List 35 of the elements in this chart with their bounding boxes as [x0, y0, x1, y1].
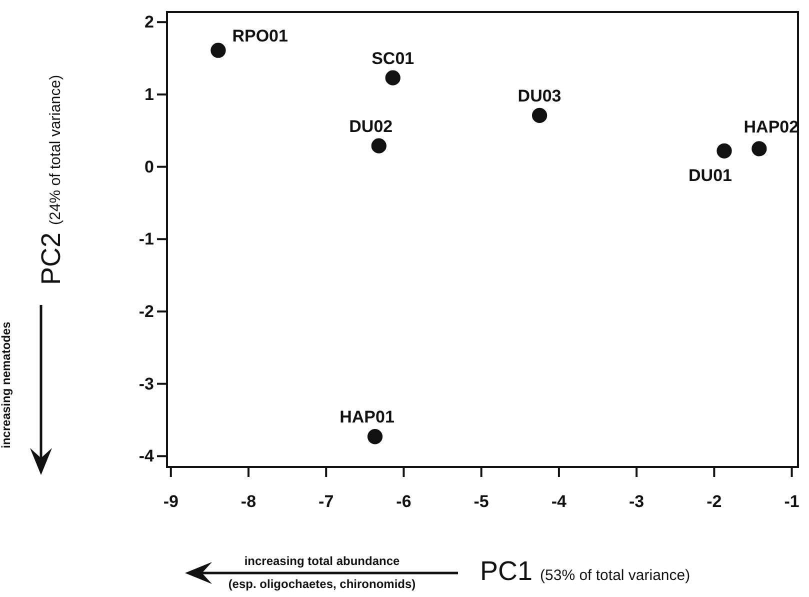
point — [367, 429, 383, 444]
y-tick-label: 1 — [144, 84, 154, 104]
x-tick-label: -7 — [318, 492, 334, 512]
text: (esp. oligochaetes, chironomids) — [228, 577, 416, 591]
point — [371, 138, 386, 154]
x-axis-title: PC1 (53% of total variance) — [480, 556, 690, 586]
x-tick-label: -8 — [240, 492, 256, 512]
point — [385, 70, 400, 86]
annotation: HAP01 — [340, 408, 394, 427]
y-tick-label: -3 — [138, 374, 154, 394]
annotation: DU01 — [688, 166, 732, 185]
x-tick-label: -2 — [706, 492, 722, 512]
x-tick-label: -6 — [396, 492, 412, 512]
x-tick-label: -9 — [163, 492, 178, 512]
y-tick-label: -2 — [138, 302, 154, 321]
annotation: HAP02 — [744, 118, 799, 137]
y-tick-label: -4 — [138, 446, 155, 466]
y-tick-label: 0 — [144, 157, 154, 176]
annotation: DU03 — [518, 86, 562, 106]
x-tick-label: -3 — [629, 492, 644, 512]
point — [210, 42, 226, 58]
annotation: RPO01 — [232, 26, 288, 46]
annotation: DU02 — [349, 116, 393, 136]
x-tick-label: -5 — [474, 492, 489, 512]
text: increasing nematodes — [0, 321, 13, 448]
point — [532, 108, 548, 123]
x-tick-label: -1 — [784, 492, 800, 512]
y-axis-title: PC2 (24% of total variance) — [36, 74, 66, 285]
y-tick-label: -1 — [138, 230, 154, 249]
text: increasing total abundance — [244, 554, 400, 568]
y-tick-label: 2 — [144, 12, 154, 32]
point — [752, 141, 767, 156]
x-tick-label: -4 — [551, 492, 568, 512]
point — [716, 143, 732, 158]
annotation: SC01 — [372, 48, 414, 68]
